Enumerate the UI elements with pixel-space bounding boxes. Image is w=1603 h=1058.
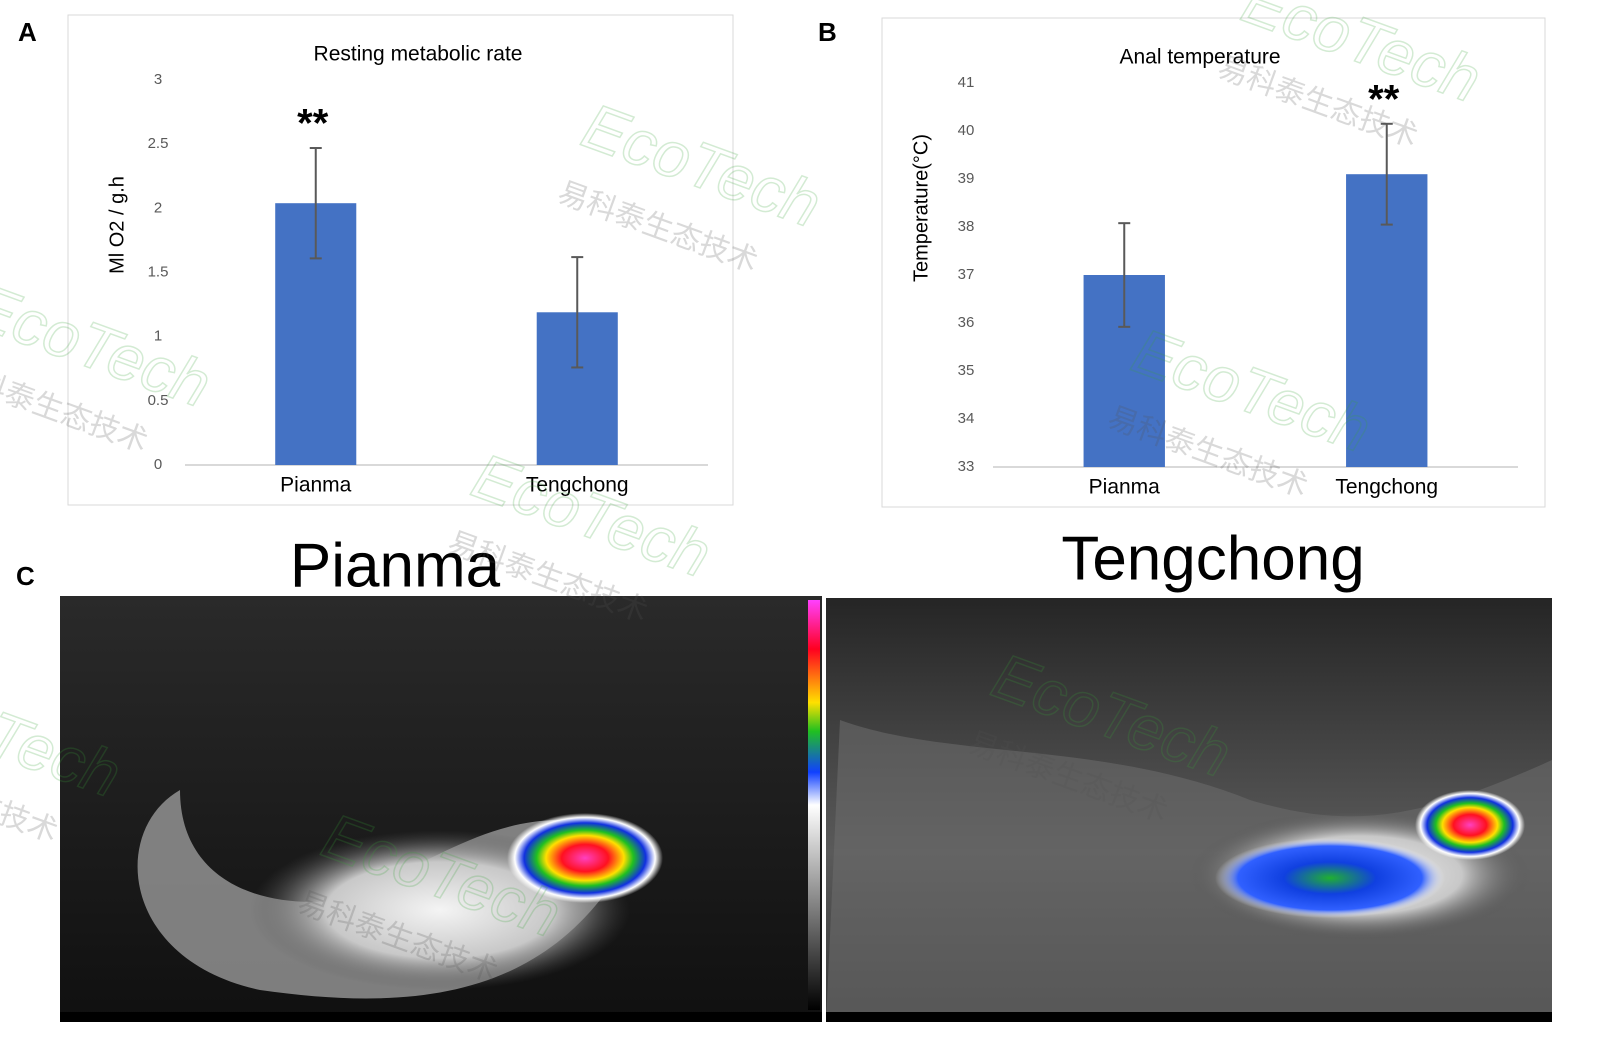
y-tick-label: 39 [958, 170, 975, 187]
thermal-image [826, 598, 1552, 1022]
thermal-image [60, 596, 822, 1022]
y-tick-label: 40 [958, 122, 975, 139]
panel-label: A [18, 17, 37, 47]
panel-label: B [818, 17, 837, 47]
y-tick-label: 36 [958, 314, 975, 331]
image-title: Tengchong [1061, 524, 1364, 593]
chart-title: Anal temperature [1119, 46, 1280, 69]
error-bar [571, 256, 584, 369]
image-title: Pianma [290, 531, 501, 600]
x-tick-label: Pianma [280, 474, 352, 497]
y-tick-label: 3 [154, 71, 162, 88]
y-tick-label: 2.5 [148, 135, 169, 152]
y-tick-label: 34 [958, 410, 975, 427]
error-bar [1380, 122, 1393, 226]
annotation: ** [297, 102, 329, 146]
y-tick-label: 37 [958, 266, 975, 283]
y-tick-label: 41 [958, 74, 975, 91]
y-tick-label: 1.5 [148, 263, 169, 280]
chart-title: Resting metabolic rate [314, 43, 523, 66]
chart-frame [881, 17, 1546, 508]
x-tick-label: Tengchong [1335, 476, 1438, 499]
y-tick-label: 1 [154, 328, 162, 345]
y-tick-label: 2 [154, 199, 162, 216]
y-tick-label: 33 [958, 458, 975, 475]
y-tick-label: 0.5 [148, 392, 169, 409]
panel-label: C [16, 561, 35, 591]
chart-frame [67, 14, 734, 506]
charts: Resting metabolic rate Ml O2 / g.h 0 0.5 1 1.… [106, 43, 1518, 499]
y-axis-label: Ml O2 / g.h [106, 176, 128, 274]
y-axis-label: Temperature(°C) [910, 134, 932, 282]
y-tick-label: 38 [958, 218, 975, 235]
y-tick-label: 0 [154, 456, 162, 473]
annotation: ** [1368, 77, 1400, 121]
y-tick-label: 35 [958, 362, 975, 379]
error-bar [309, 147, 322, 260]
x-tick-label: Tengchong [526, 474, 629, 497]
x-tick-label: Pianma [1089, 476, 1161, 499]
error-bar [1118, 222, 1131, 328]
